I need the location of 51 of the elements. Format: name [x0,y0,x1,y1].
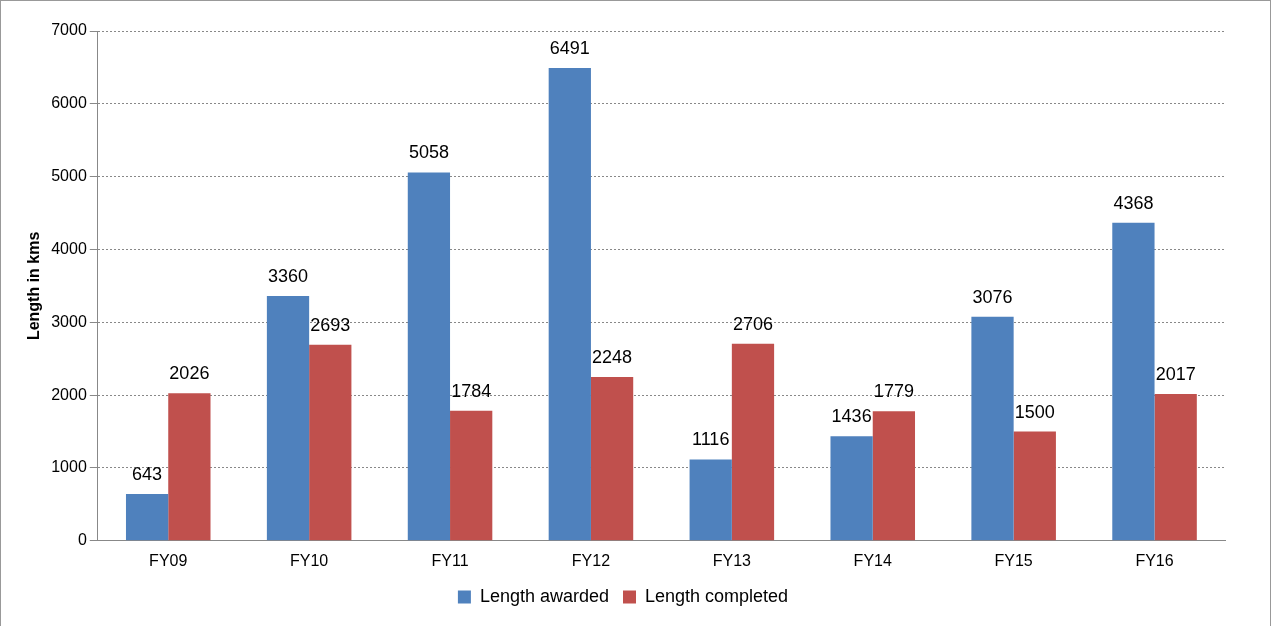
bar [872,411,916,541]
data-label: 1779 [873,381,914,402]
data-label: 5058 [408,142,449,163]
data-label: 2017 [1155,363,1196,384]
data-label: 1784 [451,380,492,401]
y-tick-label: 4000 [51,239,87,257]
data-label: 4368 [1113,192,1154,213]
y-tick-label: 6000 [51,94,87,112]
y-tick-label: 7000 [51,21,87,39]
bar [1154,393,1197,541]
bar [548,68,591,541]
y-tick-label: 1000 [51,458,87,476]
bar [309,344,352,541]
x-tick-label: FY10 [290,551,329,569]
data-label: 643 [132,463,163,484]
data-label: 3360 [267,266,309,287]
bar [1013,431,1056,541]
x-tick-label: FY15 [994,551,1033,569]
data-label: 2026 [169,363,210,384]
bar [407,172,451,541]
bar [590,377,634,541]
data-label: 2706 [732,313,774,334]
bar [168,393,211,541]
y-tick-label: 3000 [51,312,87,330]
bar [1112,222,1155,541]
data-label: 6491 [549,38,590,59]
bar [731,343,775,541]
bar [971,316,1014,541]
y-tick-label: 5000 [51,167,87,185]
bar [450,410,493,541]
data-label: 2248 [592,347,633,368]
data-label: 3076 [972,286,1013,307]
bar [125,493,169,541]
bar [689,459,732,541]
data-label: 1116 [692,429,730,450]
y-tick-label: 0 [77,531,87,549]
y-tick-label: 2000 [51,385,87,403]
x-tick-label: FY12 [571,551,611,569]
data-label: 1500 [1014,401,1055,422]
legend-label: Length awarded [479,585,610,606]
x-tick-label: FY14 [853,551,892,569]
y-axis-title: Length in kms [25,231,43,341]
x-tick-label: FY09 [149,551,188,569]
data-label: 2693 [310,314,351,335]
x-tick-label: FY16 [1135,551,1174,569]
data-label: 1436 [831,406,872,427]
x-tick-label: FY11 [431,551,469,569]
bar [830,436,873,541]
x-tick-label: FY13 [712,551,752,569]
legend-label: Length completed [645,585,789,606]
bar [266,296,310,541]
